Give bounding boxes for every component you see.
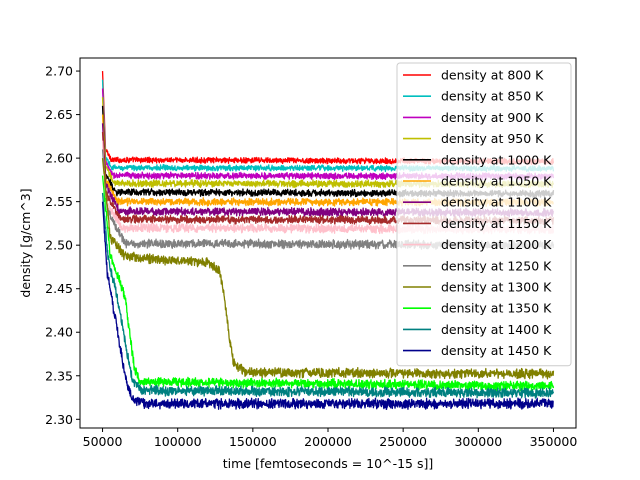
legend-label: density at 1250 K: [441, 258, 552, 273]
x-tick-label: 350000: [530, 434, 578, 449]
y-tick-label: 2.55: [45, 194, 73, 209]
series-line: [101, 201, 554, 410]
y-tick-label: 2.45: [45, 281, 73, 296]
x-tick-label: 250000: [379, 434, 427, 449]
x-tick-label: 50000: [83, 434, 123, 449]
y-tick-label: 2.40: [45, 325, 73, 340]
y-tick-label: 2.70: [45, 64, 73, 79]
x-axis-ticks: 50000 100000 150000 200000 250000 300000 35000…: [83, 428, 578, 449]
legend-label: density at 1150 K: [441, 216, 552, 231]
legend-label: density at 1100 K: [441, 195, 552, 210]
legend-label: density at 1000 K: [441, 152, 552, 167]
legend: density at 800 K density at 850 K density …: [396, 62, 572, 367]
legend-label: density at 900 K: [441, 110, 544, 125]
y-tick-label: 2.65: [45, 107, 73, 122]
y-tick-label: 2.50: [45, 238, 73, 253]
y-axis-label: density [g/cm^3]: [18, 188, 33, 297]
y-tick-label: 2.60: [45, 151, 73, 166]
legend-label: density at 1400 K: [441, 322, 552, 337]
series-line: [101, 175, 555, 392]
legend-label: density at 950 K: [441, 131, 544, 146]
legend-label: density at 1300 K: [441, 280, 552, 295]
series-layer: [101, 71, 555, 410]
legend-label: density at 850 K: [441, 89, 544, 104]
legend-label: density at 1050 K: [441, 174, 552, 189]
series-line: [101, 158, 555, 380]
x-tick-label: 200000: [304, 434, 352, 449]
legend-label: density at 1200 K: [441, 237, 552, 252]
x-tick-label: 300000: [454, 434, 502, 449]
y-tick-label: 2.35: [45, 368, 73, 383]
x-tick-label: 150000: [229, 434, 277, 449]
y-axis-ticks: 2.30 2.35 2.40 2.45 2.50 2.55 2.60 2.65 2.70: [45, 64, 80, 427]
series-line: [101, 192, 555, 399]
legend-label: density at 1350 K: [441, 301, 552, 316]
legend-label: density at 800 K: [441, 68, 544, 83]
x-axis-label: time [femtoseconds = 10^-15 s]]: [223, 456, 433, 471]
y-tick-label: 2.30: [45, 412, 73, 427]
legend-box: [396, 62, 572, 367]
x-tick-label: 100000: [154, 434, 202, 449]
legend-label: density at 1450 K: [441, 343, 552, 358]
